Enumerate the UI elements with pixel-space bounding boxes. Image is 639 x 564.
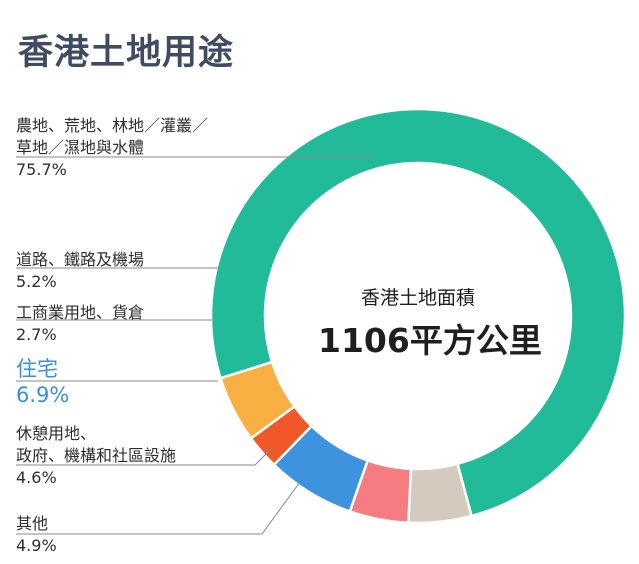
label-other-line-1: 其他: [16, 514, 49, 533]
label-transport-pct: 5.2%: [16, 272, 57, 291]
chart-title: 香港土地用途: [18, 33, 235, 73]
leader-other: [16, 481, 301, 535]
label-residential-line-1: 住宅: [16, 357, 58, 381]
slice-transport: [219, 360, 297, 441]
label-residential: 住宅 6.9%: [16, 356, 69, 408]
label-agri: 農地、荒地、林地／灌叢／ 草地／濕地與水體 75.7%: [16, 115, 208, 181]
label-other: 其他 4.9%: [16, 513, 57, 557]
label-agri-line-2: 草地／濕地與水體: [16, 138, 145, 157]
label-agri-line-1: 農地、荒地、林地／灌叢／: [16, 116, 209, 135]
label-residential-pct: 6.9%: [16, 383, 70, 407]
label-transport: 道路、鐵路及機場 5.2%: [16, 249, 144, 293]
leader-gic: [16, 447, 273, 466]
center-subtitle: 香港土地面積: [360, 287, 475, 309]
label-industrial: 工商業用地、貨倉 2.7%: [16, 302, 144, 346]
label-agri-pct: 75.7%: [16, 160, 67, 179]
label-industrial-line-1: 工商業用地、貨倉: [16, 303, 145, 322]
center-value: 1106平方公里: [318, 321, 542, 360]
label-gic-line-1: 休憩用地、: [16, 424, 97, 443]
label-other-pct: 4.9%: [16, 536, 57, 555]
label-industrial-pct: 2.7%: [16, 325, 57, 344]
label-transport-line-1: 道路、鐵路及機場: [16, 250, 145, 269]
slice-agri: [209, 107, 627, 518]
label-gic-pct: 4.6%: [16, 468, 57, 487]
label-gic: 休憩用地、 政府、機構和社區設施 4.6%: [16, 423, 176, 489]
label-gic-line-2: 政府、機構和社區設施: [16, 446, 177, 465]
